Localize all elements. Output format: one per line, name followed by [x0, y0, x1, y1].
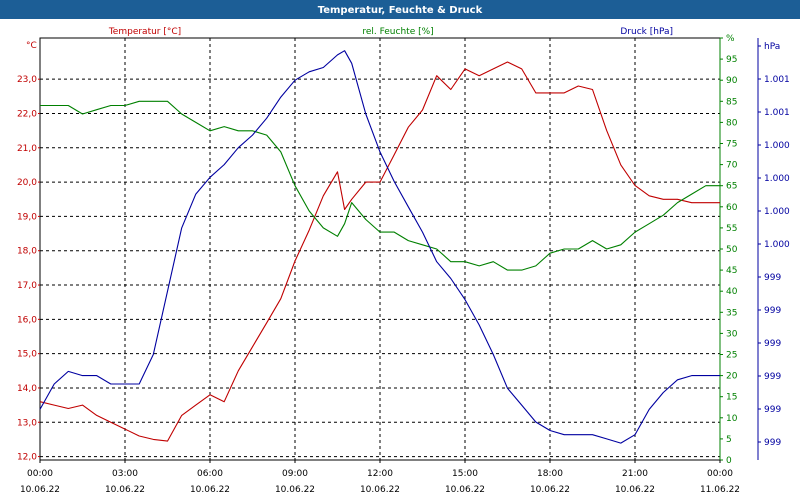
temperature-unit-label: °C [26, 41, 37, 51]
series-line-pressure [39, 50, 720, 444]
temperature-axis-label: Temperatur [°C] [108, 27, 181, 37]
pressure-axis: 999 999 999 999 999 999 1.000 1.000 1.000 1.000 1.… [757, 38, 790, 460]
temperature-tick-label: 14,0 [17, 384, 37, 394]
humidity-tick-label: 95 [726, 55, 737, 65]
pressure-tick-label: 1.000 [764, 141, 790, 151]
pressure-tick-label: 1.000 [764, 207, 790, 217]
series-line-temperature [39, 61, 720, 442]
humidity-tick-label: 85 [726, 97, 737, 107]
humidity-tick-label: 45 [726, 266, 737, 276]
time-tick-label: 03:00 [112, 469, 138, 479]
time-tick-label: 00:00 [27, 469, 53, 479]
pressure-tick-label: 999 [764, 438, 781, 448]
humidity-tick-label: % [726, 34, 735, 44]
pressure-tick-label: 999 [764, 306, 781, 316]
time-tick-label: 12:00 [367, 469, 393, 479]
humidity-tick-label: 30 [726, 329, 738, 339]
date-tick-label: 10.06.22 [275, 485, 315, 495]
title-bar [0, 0, 800, 19]
date-tick-label: 10.06.22 [20, 485, 60, 495]
temperature-axis: 12,0 13,0 14,0 15,0 16,0 17,0 18,0 19,0 20,0 21,0… [17, 75, 40, 463]
humidity-tick-label: 75 [726, 140, 737, 150]
date-tick-label: 11.06.22 [700, 485, 740, 495]
date-tick-label: 10.06.22 [360, 485, 400, 495]
temperature-tick-label: 18,0 [17, 247, 37, 257]
pressure-tick-label: 999 [764, 339, 781, 349]
temperature-tick-label: 20,0 [17, 178, 37, 188]
series-line-humidity [40, 100, 720, 271]
humidity-axis: 0 5 10 15 20 25 30 35 40 45 50 55 60 65 70 75 80 85 90 95% [719, 34, 738, 466]
pressure-tick-label: 1.001 [764, 108, 790, 118]
humidity-tick-label: 40 [726, 287, 738, 297]
temperature-tick-label: 21,0 [17, 144, 37, 154]
temperature-tick-label: 15,0 [17, 350, 37, 360]
time-axis: 00:00 10.06.22 03:00 10.06.22 06:00 10.06.22 0… [20, 460, 740, 495]
temperature-tick-label: 22,0 [17, 109, 37, 119]
pressure-tick-label: 1.000 [764, 174, 790, 184]
temperature-tick-label: 23,0 [17, 75, 37, 85]
humidity-tick-label: 60 [726, 203, 738, 213]
humidity-axis-label: rel. Feuchte [%] [362, 27, 433, 37]
pressure-tick-label: hPa [764, 42, 780, 52]
humidity-tick-label: 80 [726, 118, 738, 128]
pressure-axis-label: Druck [hPa] [620, 27, 673, 37]
time-tick-label: 06:00 [197, 469, 223, 479]
temperature-tick-label: 17,0 [17, 281, 37, 291]
series-group [39, 50, 720, 444]
time-tick-label: 21:00 [622, 469, 648, 479]
pressure-tick-label: 1.001 [764, 75, 790, 85]
humidity-tick-label: 90 [726, 76, 738, 86]
grid [40, 38, 720, 460]
humidity-tick-label: 10 [726, 414, 738, 424]
time-tick-label: 15:00 [452, 469, 478, 479]
temperature-tick-label: 13,0 [17, 418, 37, 428]
humidity-tick-label: 65 [726, 182, 737, 192]
time-tick-label: 09:00 [282, 469, 308, 479]
temperature-tick-label: 12,0 [17, 453, 37, 463]
date-tick-label: 10.06.22 [530, 485, 570, 495]
temperature-tick-label: 19,0 [17, 212, 37, 222]
humidity-tick-label: 0 [726, 456, 732, 466]
humidity-tick-label: 55 [726, 224, 737, 234]
humidity-tick-label: 5 [726, 435, 732, 445]
humidity-tick-label: 20 [726, 372, 738, 382]
time-tick-label: 18:00 [537, 469, 563, 479]
humidity-tick-label: 35 [726, 308, 737, 318]
humidity-tick-label: 50 [726, 245, 738, 255]
pressure-tick-label: 1.000 [764, 240, 790, 250]
date-tick-label: 10.06.22 [445, 485, 485, 495]
chart-title: Temperatur, Feuchte & Druck [318, 5, 483, 16]
pressure-tick-label: 999 [764, 273, 781, 283]
humidity-tick-label: 70 [726, 161, 738, 171]
temperature-tick-label: 16,0 [17, 315, 37, 325]
date-tick-label: 10.06.22 [615, 485, 655, 495]
date-tick-label: 10.06.22 [190, 485, 230, 495]
humidity-tick-label: 15 [726, 393, 737, 403]
time-tick-label: 00:00 [707, 469, 733, 479]
pressure-tick-label: 999 [764, 372, 781, 382]
pressure-tick-label: 999 [764, 405, 781, 415]
date-tick-label: 10.06.22 [105, 485, 145, 495]
humidity-tick-label: 25 [726, 351, 737, 361]
